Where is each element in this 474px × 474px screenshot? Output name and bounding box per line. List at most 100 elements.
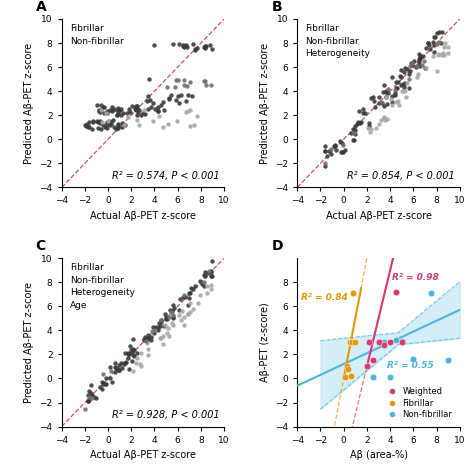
- Point: [339, 148, 347, 156]
- Point: [346, 338, 353, 346]
- Text: R² = 0.84: R² = 0.84: [301, 293, 347, 302]
- Point: [386, 373, 394, 381]
- Point: [115, 106, 122, 113]
- Point: [167, 308, 174, 316]
- Point: [403, 79, 411, 87]
- Point: [365, 119, 373, 127]
- Point: [163, 316, 170, 323]
- Point: [125, 105, 133, 112]
- Text: R² = 0.854, P < 0.001: R² = 0.854, P < 0.001: [347, 171, 455, 181]
- Point: [321, 147, 329, 155]
- Point: [351, 127, 359, 134]
- Point: [377, 98, 385, 105]
- Point: [173, 97, 180, 104]
- Point: [110, 106, 118, 113]
- Point: [369, 356, 376, 364]
- Point: [89, 118, 97, 125]
- Point: [186, 290, 193, 297]
- Point: [343, 363, 351, 370]
- Point: [117, 111, 124, 118]
- Point: [178, 307, 186, 315]
- Point: [145, 92, 152, 100]
- Point: [372, 124, 380, 132]
- Point: [125, 350, 133, 358]
- Point: [332, 146, 340, 154]
- Point: [345, 365, 352, 373]
- Point: [151, 42, 158, 49]
- Point: [208, 268, 215, 275]
- Point: [128, 348, 136, 356]
- Point: [140, 336, 148, 343]
- Point: [92, 394, 100, 401]
- Point: [405, 75, 412, 83]
- Point: [109, 107, 116, 115]
- Point: [392, 98, 400, 106]
- Point: [133, 116, 140, 124]
- Point: [154, 107, 161, 115]
- Point: [149, 118, 157, 125]
- Point: [100, 103, 108, 111]
- Point: [388, 101, 396, 109]
- Point: [393, 84, 401, 91]
- Point: [381, 113, 388, 120]
- Point: [152, 323, 160, 330]
- Point: [135, 106, 142, 113]
- Point: [107, 367, 115, 375]
- Point: [168, 319, 176, 327]
- Point: [170, 311, 177, 319]
- Point: [191, 46, 199, 53]
- Point: [157, 334, 165, 341]
- Point: [84, 397, 91, 405]
- Point: [157, 318, 165, 326]
- Point: [430, 48, 438, 55]
- Point: [323, 153, 330, 160]
- Point: [85, 396, 92, 403]
- Point: [99, 118, 106, 126]
- Point: [204, 282, 211, 290]
- Point: [145, 105, 152, 113]
- Point: [363, 363, 371, 370]
- Point: [161, 321, 169, 329]
- Point: [89, 118, 97, 126]
- Point: [97, 117, 104, 124]
- Point: [201, 78, 209, 85]
- Point: [416, 53, 424, 60]
- Point: [159, 99, 167, 106]
- Point: [133, 103, 140, 110]
- Point: [191, 46, 199, 54]
- Point: [383, 89, 390, 96]
- Point: [419, 62, 426, 69]
- Point: [205, 268, 212, 275]
- Point: [414, 73, 421, 81]
- Point: [106, 374, 114, 382]
- Point: [193, 113, 201, 120]
- Text: D: D: [271, 239, 283, 253]
- Point: [193, 44, 201, 51]
- Point: [203, 289, 210, 297]
- Point: [416, 54, 424, 62]
- Point: [398, 338, 406, 346]
- Point: [420, 57, 428, 65]
- Point: [122, 358, 130, 366]
- Point: [143, 339, 151, 346]
- Point: [137, 111, 145, 118]
- Point: [383, 115, 391, 122]
- Point: [416, 61, 423, 68]
- Text: A: A: [36, 0, 46, 14]
- Point: [321, 162, 329, 169]
- Text: B: B: [271, 0, 282, 14]
- Point: [88, 125, 95, 133]
- Point: [151, 105, 159, 112]
- Point: [131, 105, 139, 113]
- Y-axis label: Predicted Aβ-PET z-score: Predicted Aβ-PET z-score: [260, 43, 270, 164]
- Point: [184, 310, 192, 318]
- Point: [413, 63, 421, 70]
- Point: [384, 85, 392, 92]
- Point: [184, 310, 192, 318]
- X-axis label: Aβ (area-%): Aβ (area-%): [349, 450, 408, 460]
- Point: [144, 352, 151, 359]
- Point: [132, 106, 140, 113]
- Point: [392, 337, 400, 344]
- Point: [180, 44, 188, 51]
- Point: [130, 346, 138, 354]
